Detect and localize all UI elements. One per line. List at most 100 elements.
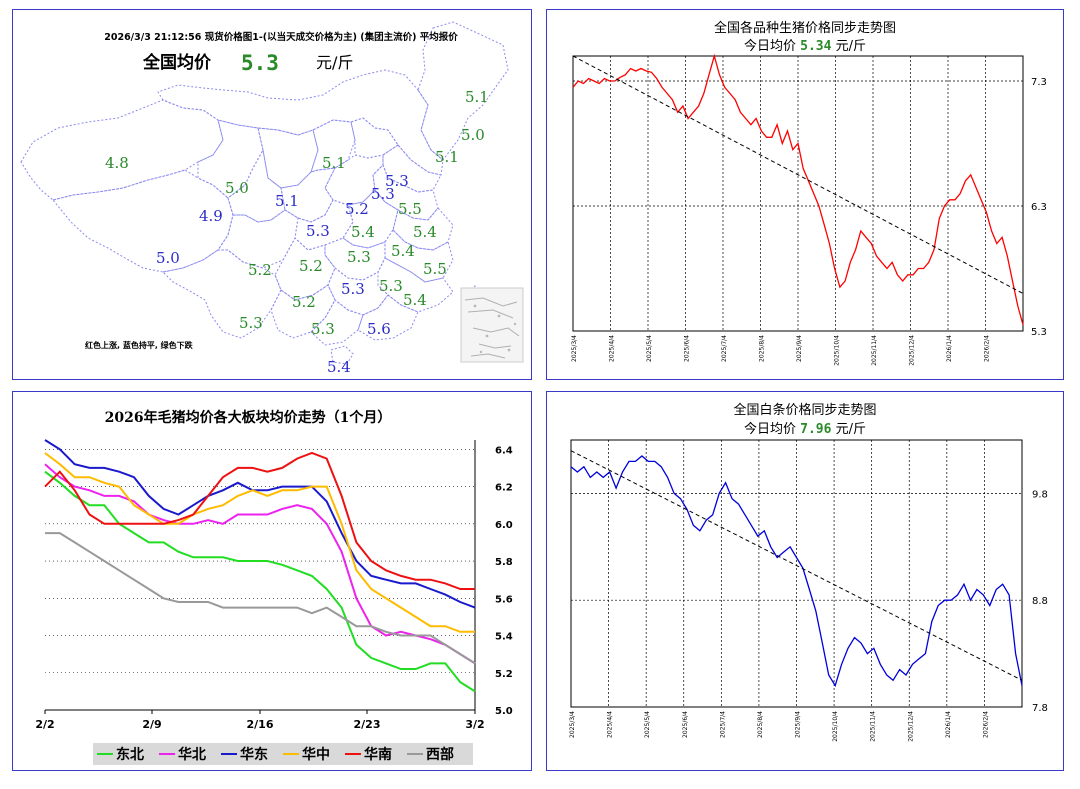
x-tick-label: 2026/1/4 <box>945 711 952 738</box>
chart-title: 全国白条价格同步走势图 <box>733 402 876 418</box>
province-price-label: 5.4 <box>403 291 427 309</box>
y-tick-label: 5.0 <box>495 706 513 717</box>
china-map: 2026/3/3 21:12:56 现货价格图1-(以当天成交价格为主) (集团… <box>20 21 524 376</box>
series-line-华南 <box>44 451 475 590</box>
map-avg-unit: 元/斤 <box>316 53 353 72</box>
province-price-label: 5.3 <box>385 172 409 190</box>
subtitle-label: 今日均价 <box>744 38 796 54</box>
x-tick-label: 2025/5/4 <box>646 335 653 362</box>
province-price-label: 5.1 <box>465 88 489 106</box>
x-tick-label: 2025/4/4 <box>607 711 614 738</box>
x-tick-label: 2025/10/4 <box>834 335 841 366</box>
y-tick-label: 5.8 <box>495 557 513 568</box>
x-tick-label: 2025/9/4 <box>795 711 802 738</box>
live-hog-price-chart: 全国各品种生猪价格同步走势图 今日均价 5.34 元/斤 7.3 6.3 5.3 20… <box>571 20 1047 366</box>
province-price-label: 5.3 <box>306 222 330 240</box>
x-tick-label: 2025/11/4 <box>870 711 877 742</box>
series-line-1 <box>570 455 1023 688</box>
x-tick-label: 2025/9/4 <box>796 335 803 362</box>
live-hog-price-chart-panel: 全国各品种生猪价格同步走势图 今日均价 5.34 元/斤 7.3 6.3 5.3 20… <box>546 9 1064 380</box>
x-tick-label: 2/9 <box>142 718 161 731</box>
province-price-label: 5.0 <box>156 249 180 267</box>
legend-entry: 西部 <box>426 746 454 763</box>
x-tick-label: 2025/5/4 <box>644 711 651 738</box>
y-tick-label: 5.4 <box>495 632 513 643</box>
province-price-label: 5.4 <box>351 223 375 241</box>
chart-subtitle: 今日均价 5.34 元/斤 <box>744 38 866 54</box>
x-tick-label: 2025/12/4 <box>907 711 914 742</box>
province-price-label: 5.4 <box>391 242 415 260</box>
y-tick-label: 5.3 <box>1031 327 1047 338</box>
map-header: 2026/3/3 21:12:56 现货价格图1-(以当天成交价格为主) (集团… <box>104 31 458 43</box>
trend-line <box>570 450 1023 681</box>
subtitle-unit: 元/斤 <box>836 39 866 54</box>
province-price-label: 5.0 <box>461 126 485 144</box>
province-price-label: 5.2 <box>299 257 323 275</box>
province-price-label: 5.3 <box>347 248 371 266</box>
province-price-label: 5.1 <box>322 154 346 172</box>
x-tick-label: 2025/3/4 <box>569 711 576 738</box>
province-price-label: 5.2 <box>345 200 369 218</box>
x-tick-label: 2025/10/4 <box>832 711 839 742</box>
x-tick-label: 2025/4/4 <box>609 335 616 362</box>
y-tick-label: 6.4 <box>495 445 513 456</box>
province-price-label: 5.5 <box>398 200 422 218</box>
province-price-label: 5.3 <box>239 314 263 332</box>
province-price-label: 5.1 <box>435 148 459 166</box>
x-tick-label: 2/16 <box>247 718 274 731</box>
province-price-label: 5.3 <box>341 280 365 298</box>
regional-hog-price-chart: 2026年毛猪均价各大板块均价走势（1个月） 6.4 6.2 6.0 5.8 5.6 5.… <box>35 409 513 765</box>
subtitle-label: 今日均价 <box>744 421 796 437</box>
x-tick-label: 3/2 <box>465 718 484 731</box>
series-line-华中 <box>44 452 475 633</box>
y-tick-label: 9.8 <box>1032 489 1048 500</box>
x-tick-label: 2026/2/4 <box>984 335 991 362</box>
legend-entry: 华南 <box>364 746 392 763</box>
y-tick-label: 5.2 <box>495 669 513 680</box>
price-map-panel: 2026/3/3 21:12:56 现货价格图1-(以当天成交价格为主) (集团… <box>12 9 532 380</box>
x-tick-label: 2025/11/4 <box>871 335 878 366</box>
subtitle-value: 5.34 <box>800 39 831 54</box>
subtitle-value: 7.96 <box>800 422 831 437</box>
province-price-label: 5.3 <box>311 320 335 338</box>
y-tick-label: 6.0 <box>495 520 513 531</box>
chart-subtitle: 今日均价 7.96 元/斤 <box>744 421 866 437</box>
province-price-label: 5.3 <box>379 277 403 295</box>
y-tick-label: 5.6 <box>495 594 513 605</box>
province-price-label: 5.4 <box>413 223 437 241</box>
province-price-label: 5.2 <box>292 293 316 311</box>
province-price-label: 5.3 <box>371 185 395 203</box>
map-legend-note: 红色上涨, 蓝色持平, 绿色下跌 <box>85 340 194 350</box>
x-tick-label: 2025/6/4 <box>684 335 691 362</box>
y-tick-label: 7.3 <box>1031 77 1047 88</box>
trend-line <box>572 55 1024 294</box>
series-line-西部 <box>45 532 476 665</box>
subtitle-unit: 元/斤 <box>836 422 866 437</box>
province-price-label: 5.0 <box>225 179 249 197</box>
chart-title: 全国各品种生猪价格同步走势图 <box>714 20 896 36</box>
chart-title: 2026年毛猪均价各大板块均价走势（1个月） <box>105 409 392 426</box>
legend-entry: 华东 <box>240 746 268 763</box>
y-tick-label: 6.2 <box>495 483 513 494</box>
series-line-华东 <box>44 439 476 609</box>
x-tick-label: 2025/12/4 <box>909 335 916 366</box>
regional-hog-price-chart-panel: 2026年毛猪均价各大板块均价走势（1个月） 6.4 6.2 6.0 5.8 5.6 5.… <box>12 391 532 771</box>
province-price-label: 4.8 <box>105 154 129 172</box>
x-tick-label: 2025/3/4 <box>571 335 578 362</box>
province-price-label: 5.5 <box>423 260 447 278</box>
pork-carcass-price-chart: 全国白条价格同步走势图 今日均价 7.96 元/斤 9.8 8.8 7.8 2025/… <box>569 402 1048 742</box>
legend-entry: 东北 <box>116 746 144 763</box>
province-price-label: 5.2 <box>248 261 272 279</box>
x-tick-label: 2/23 <box>354 718 381 731</box>
province-price-label: 5.1 <box>275 192 299 210</box>
x-tick-label: 2025/6/4 <box>682 711 689 738</box>
x-tick-label: 2026/2/4 <box>982 711 989 738</box>
series-line-东北 <box>44 470 476 693</box>
legend-entry: 华中 <box>302 746 330 763</box>
legend-entry: 华北 <box>178 746 206 763</box>
series-line-华北 <box>44 463 476 665</box>
x-tick-label: 2025/7/4 <box>719 711 726 738</box>
map-avg-value: 5.3 <box>241 51 279 75</box>
y-tick-label: 8.8 <box>1032 596 1048 607</box>
pork-carcass-price-chart-panel: 全国白条价格同步走势图 今日均价 7.96 元/斤 9.8 8.8 7.8 2025/… <box>546 391 1064 771</box>
